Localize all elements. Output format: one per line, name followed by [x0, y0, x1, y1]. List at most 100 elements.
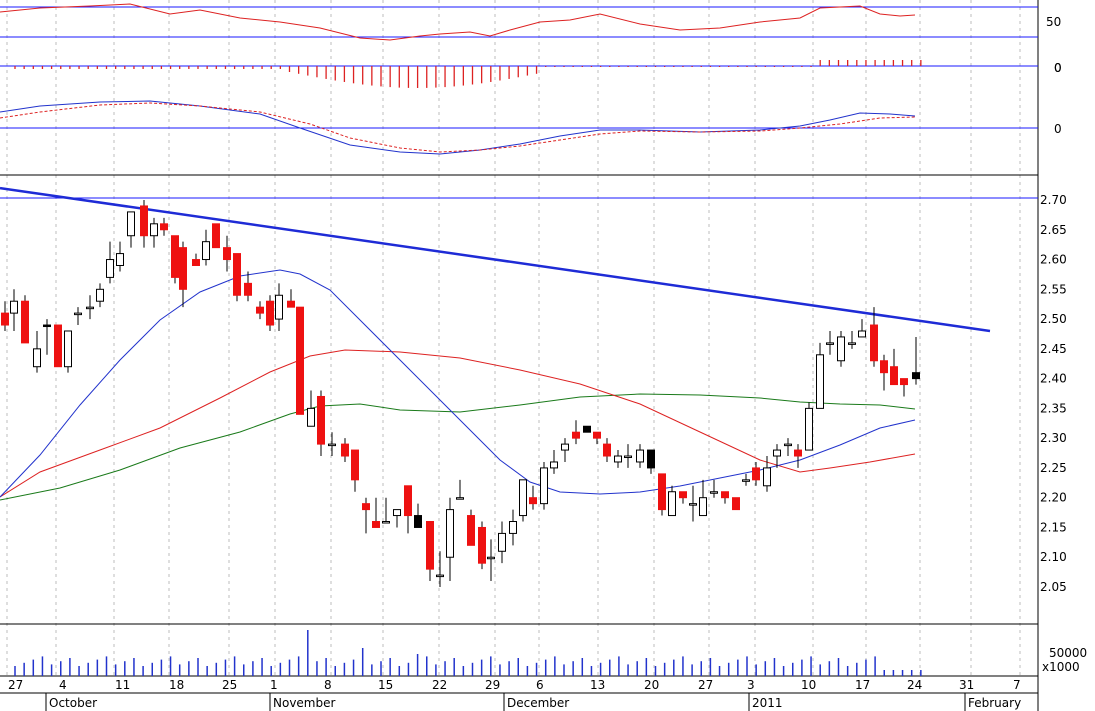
price-tick-label: 2.05	[1040, 580, 1067, 594]
oscillator-panel	[0, 3, 1038, 41]
candle-body	[404, 485, 412, 517]
candle-body	[54, 324, 62, 368]
osc-tick-label: 0	[1054, 61, 1062, 75]
day-tick-label: 4	[59, 678, 67, 692]
day-tick-label: 27	[8, 678, 23, 692]
candle-body	[212, 223, 220, 249]
day-tick-label: 27	[698, 678, 713, 692]
candle-body	[43, 324, 51, 328]
candle-body	[689, 503, 697, 506]
day-tick-label: 29	[485, 678, 500, 692]
candle-body	[763, 467, 771, 487]
candle-body	[116, 253, 124, 266]
candle-body	[816, 354, 824, 409]
candle-body	[636, 449, 644, 463]
macd-tick-label: 0	[1054, 122, 1062, 136]
candle-body	[10, 300, 18, 314]
axis-labels: 50000 2.70 2.65 2.60 2.55 2.50 2.45 2.40 2.35 2.3…	[8, 15, 1087, 711]
grid-lines	[6, 0, 1021, 676]
candle-body	[446, 509, 454, 558]
price-tick-label: 2.40	[1040, 372, 1067, 386]
candle-body	[509, 521, 517, 534]
candle-body	[498, 532, 506, 552]
candle-body	[426, 521, 434, 570]
candle-body	[74, 312, 82, 316]
price-tick-label: 2.65	[1040, 223, 1067, 237]
candle-body	[287, 300, 295, 308]
candle-body	[603, 443, 611, 457]
day-tick-label: 24	[907, 678, 922, 692]
candle-body	[890, 366, 898, 386]
candle-body	[478, 526, 486, 564]
candle-body	[858, 330, 866, 338]
candle-body	[550, 461, 558, 469]
price-tick-label: 2.20	[1040, 491, 1067, 505]
candle-body	[275, 294, 283, 320]
price-tick-label: 2.60	[1040, 253, 1067, 267]
candle-body	[341, 443, 349, 457]
candle-body	[96, 288, 104, 302]
candle-body	[583, 425, 591, 433]
candle-body	[752, 467, 760, 481]
candle-body	[21, 300, 29, 344]
day-tick-label: 18	[169, 678, 184, 692]
price-tick-label: 2.15	[1040, 520, 1067, 534]
day-tick-label: 17	[855, 678, 870, 692]
candle-body	[721, 491, 729, 499]
volume-tick-label: 50000	[1049, 646, 1087, 660]
candle-body	[784, 443, 792, 447]
volume-unit-label: x1000	[1042, 660, 1080, 674]
candle-body	[540, 467, 548, 505]
month-tick-label: December	[507, 696, 569, 710]
candle-body	[773, 449, 781, 457]
price-tick-label: 2.70	[1040, 193, 1067, 207]
price-panel	[0, 186, 1038, 587]
trend-line	[0, 186, 991, 333]
price-tick-label: 2.55	[1040, 282, 1067, 296]
day-tick-label: 6	[536, 678, 544, 692]
candle-body	[202, 241, 210, 261]
candle-body	[679, 491, 687, 499]
osc-line	[0, 3, 916, 41]
candle-body	[328, 443, 336, 447]
candle-body	[233, 253, 241, 296]
day-tick-label: 7	[1013, 678, 1021, 692]
candle-body	[393, 509, 401, 517]
day-tick-label: 3	[747, 678, 755, 692]
month-tick-label: October	[49, 696, 97, 710]
candle-body	[223, 247, 231, 261]
candle-body	[519, 479, 527, 517]
candle-body	[658, 473, 666, 511]
day-tick-label: 11	[115, 678, 130, 692]
ma-long-line	[0, 393, 916, 501]
candle-body	[86, 306, 94, 310]
month-tick-label: February	[968, 696, 1021, 710]
price-tick-label: 2.25	[1040, 461, 1067, 475]
ma-mid-line	[0, 349, 916, 498]
candle-body	[794, 449, 802, 457]
candle-body	[837, 336, 845, 362]
candle-body	[456, 497, 464, 500]
price-tick-label: 2.50	[1040, 312, 1067, 326]
candle-body	[668, 491, 676, 517]
candle-body	[848, 342, 856, 345]
candle-body	[805, 407, 813, 451]
histogram-panel	[0, 60, 1038, 88]
candle-body	[317, 395, 325, 445]
price-tick-label: 2.30	[1040, 431, 1067, 445]
candle-body	[171, 235, 179, 278]
candle-body	[487, 556, 495, 560]
candle-body	[710, 491, 718, 494]
candle-body	[192, 259, 200, 266]
candle-body	[614, 455, 622, 463]
day-tick-label: 20	[644, 678, 659, 692]
candle-body	[106, 259, 114, 278]
macd-line	[0, 100, 916, 155]
candle-body	[296, 306, 304, 415]
month-tick-label: 2011	[752, 696, 783, 710]
candle-body	[826, 342, 834, 345]
candle-body	[140, 205, 148, 237]
panel-frames	[0, 0, 1039, 711]
day-tick-label: 15	[378, 678, 393, 692]
